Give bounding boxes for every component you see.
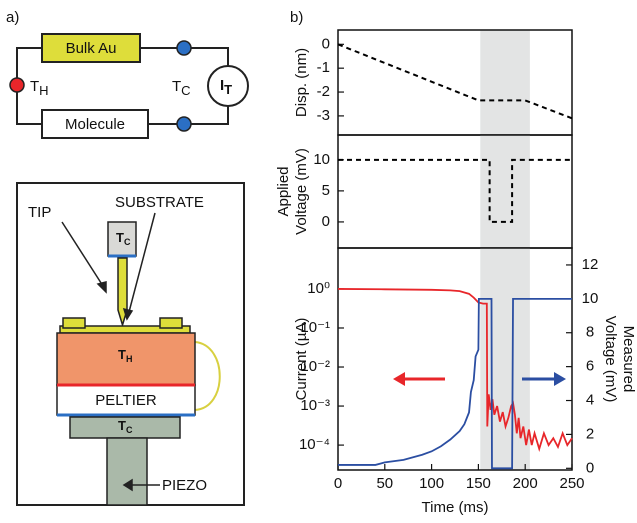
x-tick-label: 250: [559, 475, 584, 492]
y-tick-label: -3: [317, 107, 330, 124]
peltier-label: PELTIER: [95, 392, 157, 409]
piezo-label: PIEZO: [162, 477, 207, 494]
y-tick-label: 10: [313, 151, 330, 168]
plot-frame: [337, 134, 573, 249]
panel-label: a): [6, 9, 19, 26]
y-tick-label: 10⁻⁴: [299, 436, 330, 453]
bulk-label: Bulk Au: [66, 40, 117, 57]
circuit: [9, 33, 249, 139]
y-tick-label: 10⁰: [307, 280, 330, 297]
y-tick-label: -2: [317, 83, 330, 100]
x-tick-label: 50: [376, 475, 393, 492]
y2-tick-label: 0: [586, 459, 594, 476]
y2-tick-label: 12: [582, 256, 599, 273]
y-tick-label: 5: [322, 182, 330, 199]
y2-axis-label: Measured: [620, 326, 637, 393]
y-axis-label: Applied: [275, 166, 292, 216]
molecule-label: Molecule: [65, 116, 125, 133]
y-tick-label: 10⁻²: [300, 358, 330, 375]
hot-junction-label: TH: [30, 78, 49, 98]
y2-tick-label: 6: [586, 358, 594, 375]
y-tick-label: -1: [317, 59, 330, 76]
y-axis-label: Current (µA): [293, 318, 310, 401]
setup: [16, 182, 245, 506]
current-label: IT: [220, 77, 232, 97]
block-temp: TH: [118, 347, 132, 364]
y-tick-label: 10⁻³: [300, 397, 330, 414]
y-tick-label: 0: [322, 35, 330, 52]
y-axis-label: Disp. (nm): [293, 48, 310, 117]
x-tick-label: 100: [419, 475, 444, 492]
data-line: [337, 43, 573, 120]
x-axis-label: Time (ms): [422, 499, 489, 516]
y2-tick-label: 4: [586, 391, 594, 408]
base-temp: TC: [118, 418, 133, 435]
tip-label: TIP: [28, 204, 51, 221]
shaded-region: [480, 135, 530, 248]
annotation-arrows: [393, 372, 566, 386]
y-axis-label: Voltage (mV): [293, 148, 310, 235]
cold-junction-label: TC: [172, 78, 191, 98]
x-tick-label: 200: [513, 475, 538, 492]
y2-axis-label: Voltage (mV): [602, 316, 619, 403]
tip-temp: TC: [116, 230, 131, 247]
data-line: [338, 158, 572, 223]
substrate-label: SUBSTRATE: [115, 194, 204, 211]
data-line: [337, 288, 573, 452]
y2-tick-label: 2: [586, 425, 594, 442]
x-tick-label: 150: [466, 475, 491, 492]
y-tick-label: 0: [322, 213, 330, 230]
y2-tick-label: 8: [586, 324, 594, 341]
plot-frame: [337, 247, 573, 471]
shaded-region: [480, 30, 530, 135]
plot-frame: [337, 29, 573, 136]
x-tick-label: 0: [334, 475, 342, 492]
data-line: [338, 297, 572, 470]
panel-label: b): [290, 9, 303, 26]
y2-tick-label: 10: [582, 290, 599, 307]
y-tick-label: 10⁻¹: [300, 319, 330, 336]
